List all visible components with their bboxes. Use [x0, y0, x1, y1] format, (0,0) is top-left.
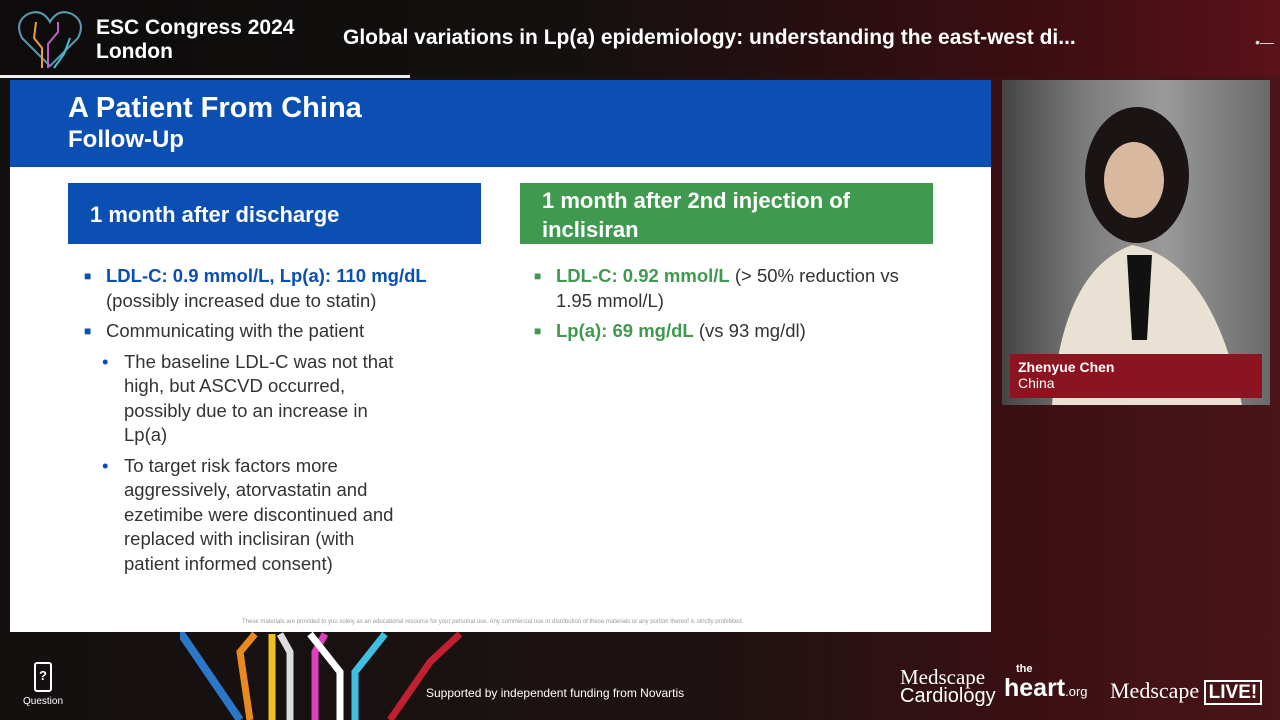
theheart-logo: the heart.org: [1004, 664, 1088, 705]
slide-title: A Patient From China: [68, 92, 362, 124]
left-section-header: 1 month after discharge: [68, 183, 481, 244]
right-section-header: 1 month after 2nd injection of inclisira…: [520, 183, 933, 244]
brand-text: the: [1016, 663, 1033, 675]
brand-text: .org: [1065, 684, 1088, 699]
medscape-live-logo: Medscape LIVE!: [1110, 678, 1263, 705]
top-bar: ESC Congress 2024 London Global variatio…: [0, 0, 1280, 76]
more-options-icon[interactable]: •—: [1255, 34, 1274, 50]
item-text: To target risk factors more aggressively…: [124, 454, 394, 574]
list-item: ■ Lp(a): 69 mg/dL (vs 93 mg/dl): [534, 320, 806, 341]
brand-text: Cardiology: [900, 685, 996, 707]
decorative-lines: [180, 632, 463, 720]
slide-disclaimer: These materials are provided to you sole…: [242, 619, 744, 625]
list-item: ■ LDL-C: 0.9 mmol/L, Lp(a): 110 mg/dL (pos…: [84, 265, 427, 311]
question-button[interactable]: ? Question: [18, 662, 68, 707]
speaker-caption: Zhenyue Chen China: [1010, 354, 1262, 398]
speaker-name: Zhenyue Chen: [1018, 359, 1115, 375]
sub-list-item: • To target risk factors more aggressivel…: [102, 454, 394, 574]
presentation-slide: A Patient From China Follow-Up 1 month a…: [10, 80, 991, 632]
brand-text: Medscape: [900, 665, 986, 689]
list-item: ■ Communicating with the patient: [84, 320, 365, 341]
slide-header: A Patient From China Follow-Up: [10, 80, 991, 167]
item-text: (vs 93 mg/dl): [693, 320, 806, 341]
funding-notice: Supported by independent funding from No…: [426, 686, 685, 700]
phone-question-icon: ?: [34, 662, 52, 692]
item-bold: LDL-C: 0.9 mmol/L, Lp(a): 110 mg/dL: [106, 265, 427, 286]
item-text: Communicating with the patient: [106, 320, 365, 341]
brand-text: heart: [1004, 674, 1066, 702]
item-bold: Lp(a): 69 mg/dL: [556, 320, 694, 341]
speaker-country: China: [1018, 375, 1055, 391]
conference-city: London: [96, 40, 173, 63]
item-text: The baseline LDL-C was not that high, bu…: [124, 350, 394, 446]
item-text: (possibly increased due to statin): [106, 289, 377, 311]
item-text: (> 50% reduction vs 1.95 mmol/L): [556, 265, 899, 311]
slide-subtitle: Follow-Up: [68, 126, 184, 153]
sub-list-item: • The baseline LDL-C was not that high, b…: [102, 350, 394, 446]
conference-title: ESC Congress 2024 London: [96, 16, 294, 64]
item-bold: LDL-C: 0.92 mmol/L: [556, 265, 730, 286]
esc-heart-logo: [18, 11, 82, 69]
conference-name: ESC Congress 2024: [96, 16, 295, 39]
left-bullet-list: ■ LDL-C: 0.9 mmol/L, Lp(a): 110 mg/dL (pos…: [84, 264, 484, 582]
brand-badge: LIVE!: [1203, 680, 1263, 705]
list-item: ■ LDL-C: 0.92 mmol/L (> 50% reduction vs …: [534, 265, 899, 311]
question-label: Question: [22, 696, 64, 707]
right-bullet-list: ■ LDL-C: 0.92 mmol/L (> 50% reduction vs …: [534, 264, 934, 350]
speaker-video: [1002, 80, 1270, 405]
medscape-cardiology-logo: Medscape Cardiology: [900, 665, 996, 707]
brand-text: Medscape: [1110, 678, 1200, 703]
session-title: Global variations in Lp(a) epidemiology:…: [343, 26, 1076, 49]
playback-progress-bar[interactable]: [0, 75, 410, 78]
